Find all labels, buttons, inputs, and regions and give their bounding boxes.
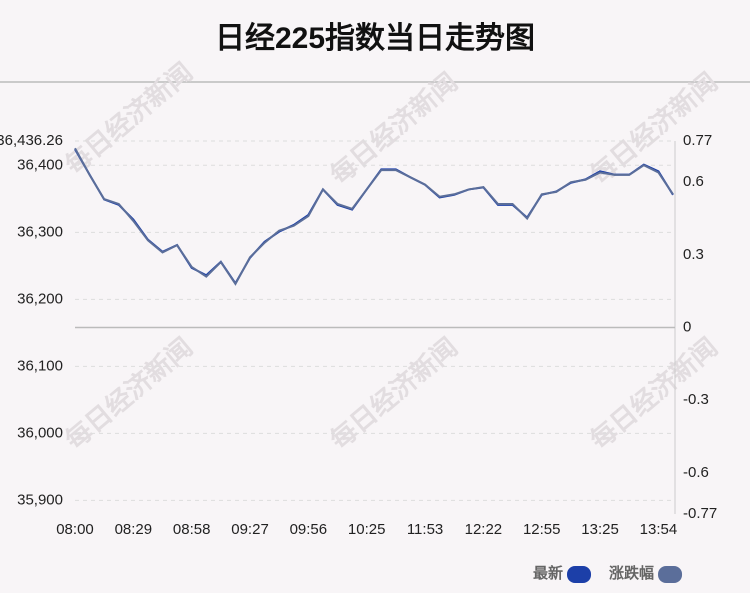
series-line — [74, 148, 674, 286]
x-tick-label: 08:29 — [115, 521, 153, 538]
x-tick-label: 13:54 — [640, 521, 678, 538]
x-tick-label: 09:27 — [231, 521, 269, 538]
watermark: 每日经济新闻 — [59, 332, 198, 456]
y-tick-label: 36,100 — [17, 357, 63, 374]
x-tick-label: 12:55 — [523, 521, 561, 538]
y2-tick-label: 0.6 — [683, 173, 704, 190]
y2-tick-label: -0.77 — [683, 505, 717, 522]
y-tick-label: 36,000 — [17, 424, 63, 441]
watermark: 每日经济新闻 — [324, 67, 463, 191]
y2-tick-label: -0.3 — [683, 391, 709, 408]
y-tick-label: 36,200 — [17, 290, 63, 307]
watermark: 每日经济新闻 — [59, 57, 198, 181]
legend-swatch — [567, 566, 592, 583]
x-tick-label: 08:00 — [56, 521, 94, 538]
x-tick-label: 13:25 — [581, 521, 619, 538]
y-tick-label: 36,436.26 — [0, 132, 63, 149]
x-tick-label: 12:22 — [465, 521, 503, 538]
chart-title: 日经225指数当日走势图 — [215, 21, 535, 55]
watermarks: 每日经济新闻 每日经济新闻 每日经济新闻 每日经济新闻 每日经济新闻 每日经济新… — [59, 57, 723, 456]
x-tick-label: 08:58 — [173, 521, 211, 538]
y-tick-label: 36,300 — [17, 223, 63, 240]
legend-label: 最新 — [533, 564, 563, 582]
legend-swatch — [658, 566, 683, 583]
y2-tick-label: -0.6 — [683, 464, 709, 481]
y-tick-label: 36,400 — [17, 156, 63, 173]
y2-tick-label: 0.3 — [683, 246, 704, 263]
y2-tick-label: 0.77 — [683, 132, 712, 149]
watermark: 每日经济新闻 — [324, 332, 463, 456]
y-tick-label: 35,900 — [17, 491, 63, 508]
x-tick-label: 11:53 — [407, 521, 443, 538]
x-tick-label: 10:25 — [348, 521, 386, 538]
legend-label: 涨跌幅 — [609, 564, 654, 582]
x-tick-label: 09:56 — [290, 521, 328, 538]
y2-tick-label: 0 — [683, 318, 691, 335]
series-line — [74, 147, 674, 286]
